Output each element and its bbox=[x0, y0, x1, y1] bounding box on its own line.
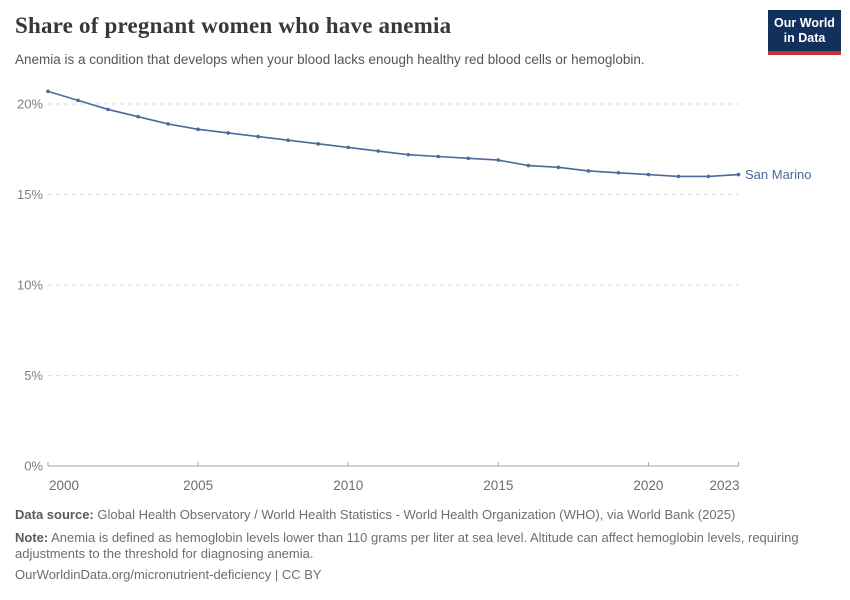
note-label: Note: bbox=[15, 529, 49, 545]
license-link[interactable]: OurWorldinData.org/micronutrient-deficie… bbox=[15, 566, 322, 582]
y-axis-tick-label: 15% bbox=[17, 187, 43, 202]
owid-logo-line1: Our World bbox=[774, 15, 835, 30]
y-axis-tick-label: 20% bbox=[17, 97, 43, 112]
x-axis-tick-label: 2005 bbox=[183, 478, 213, 493]
y-axis-tick-label: 0% bbox=[24, 459, 43, 474]
page-title: Share of pregnant women who have anemia bbox=[15, 13, 452, 38]
data-point[interactable] bbox=[376, 149, 381, 153]
note-text: Anemia is defined as hemoglobin levels l… bbox=[15, 529, 799, 561]
chart-footer: Data source: Global Health Observatory /… bbox=[15, 507, 835, 589]
data-point[interactable] bbox=[586, 169, 591, 173]
data-point[interactable] bbox=[646, 172, 651, 177]
data-point[interactable] bbox=[166, 122, 170, 126]
x-axis-tick-label: 2000 bbox=[49, 478, 79, 493]
datasource-line: Data source: Global Health Observatory /… bbox=[15, 507, 835, 523]
datasource-label: Data source: bbox=[15, 507, 94, 522]
data-point[interactable] bbox=[406, 152, 411, 157]
data-point[interactable] bbox=[196, 127, 200, 132]
series-end-label[interactable]: San Marino bbox=[745, 167, 811, 182]
owid-logo-line2: in Data bbox=[783, 30, 826, 45]
x-axis-tick-label: 2023 bbox=[709, 478, 739, 493]
note-line: Note: Anemia is defined as hemoglobin le… bbox=[15, 530, 835, 562]
data-point[interactable] bbox=[526, 163, 531, 168]
x-axis-tick-label: 2020 bbox=[633, 478, 663, 493]
series-line[interactable] bbox=[47, 90, 740, 178]
data-point[interactable] bbox=[706, 174, 711, 179]
data-point[interactable] bbox=[316, 142, 320, 146]
data-point[interactable] bbox=[76, 98, 80, 103]
owid-logo[interactable]: Our World in Data bbox=[768, 10, 841, 55]
datasource-text: Global Health Observatory / World Health… bbox=[97, 507, 736, 522]
chart-subtitle: Anemia is a condition that develops when… bbox=[15, 52, 645, 67]
data-point[interactable] bbox=[556, 165, 561, 170]
data-point[interactable] bbox=[496, 158, 501, 162]
data-point[interactable] bbox=[136, 114, 140, 119]
data-point[interactable] bbox=[676, 174, 681, 179]
data-point[interactable] bbox=[436, 154, 441, 159]
data-point[interactable] bbox=[256, 134, 260, 139]
data-point[interactable] bbox=[736, 172, 741, 177]
x-axis-tick-label: 2010 bbox=[333, 478, 363, 493]
data-point[interactable] bbox=[226, 131, 230, 135]
x-axis-tick-label: 2015 bbox=[483, 478, 513, 493]
line-chart: 0% 5% 10% 15% 20% 2000 2005 2010 2015 2020 2023 San… bbox=[17, 89, 811, 493]
y-axis-tick-label: 5% bbox=[24, 368, 43, 383]
data-point[interactable] bbox=[346, 145, 351, 150]
data-point[interactable] bbox=[466, 156, 471, 161]
data-point[interactable] bbox=[106, 107, 110, 112]
y-axis-tick-label: 10% bbox=[17, 278, 43, 293]
data-point[interactable] bbox=[46, 89, 50, 94]
data-point[interactable] bbox=[616, 170, 621, 175]
data-point[interactable] bbox=[286, 138, 290, 142]
